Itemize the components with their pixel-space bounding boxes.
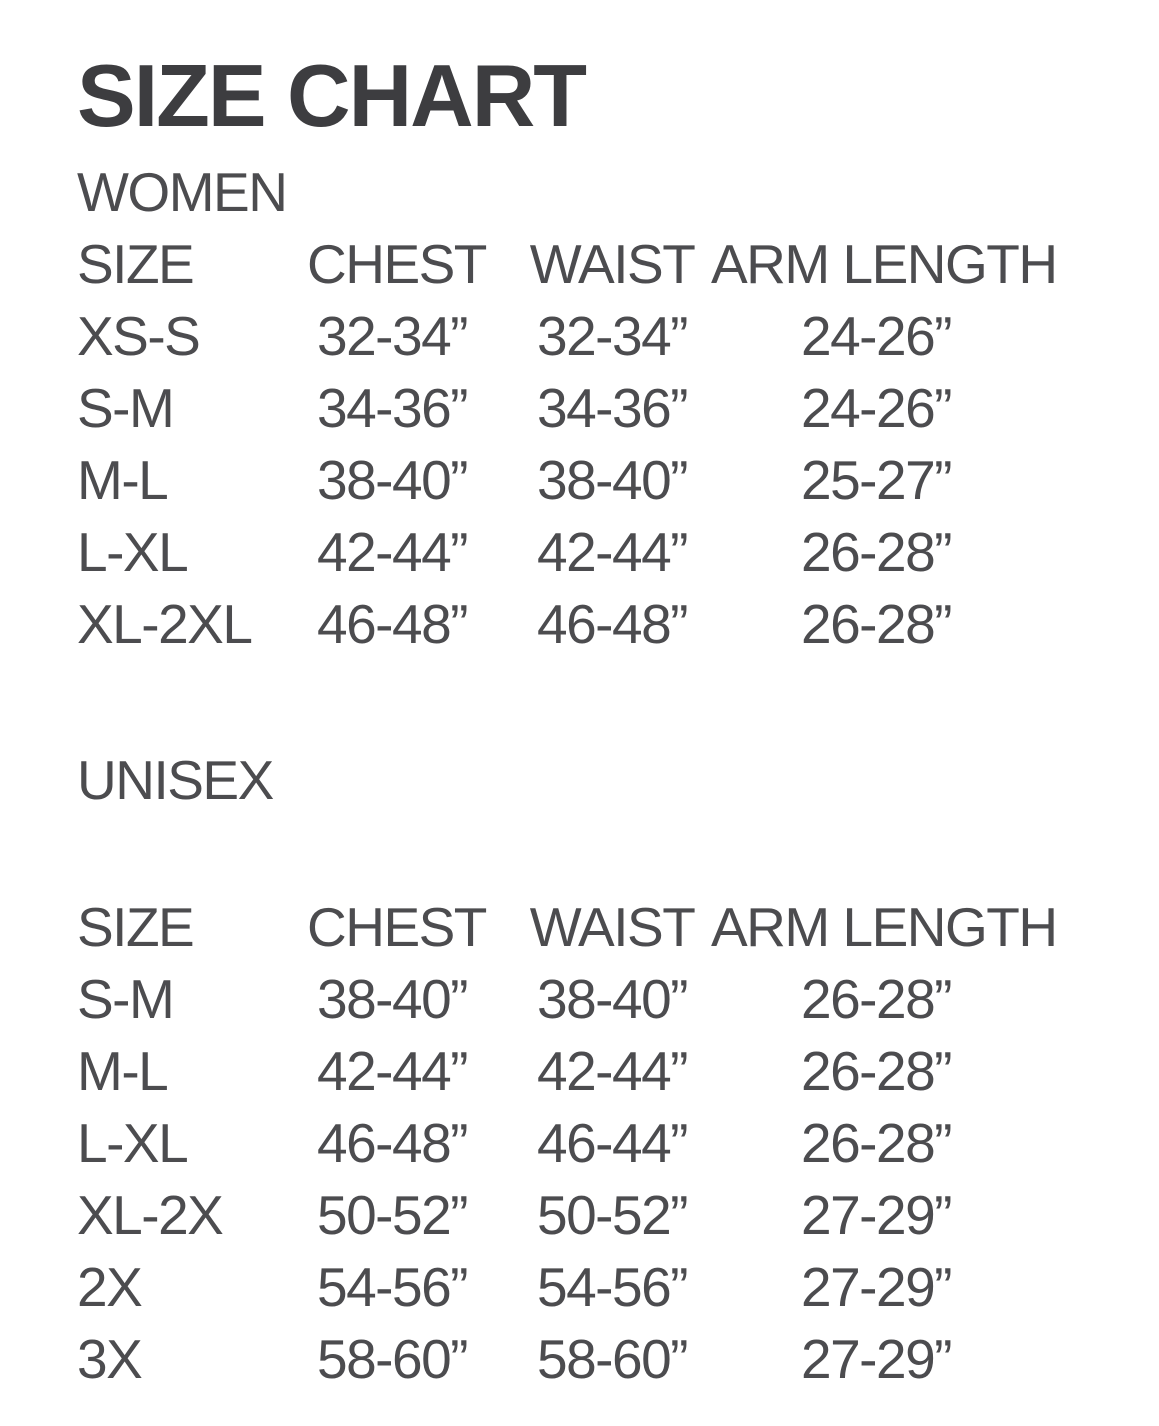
table-row: M-L 42-44” 42-44” 26-28”	[77, 1035, 1159, 1107]
table-row: XL-2XL 46-48” 46-48” 26-28”	[77, 588, 1159, 660]
table-row: L-XL 42-44” 42-44” 26-28”	[77, 516, 1159, 588]
unisex-size-column-header: SIZE	[77, 896, 195, 958]
section-women: WOMEN SIZE CHEST WAIST ARM LENGTH XS-S 3…	[77, 156, 1159, 660]
women-waist-column-header: WAIST	[529, 233, 696, 295]
chest-cell: 32-34”	[317, 305, 468, 367]
size-cell: S-M	[77, 377, 175, 439]
table-row: S-M 34-36” 34-36” 24-26”	[77, 372, 1159, 444]
unisex-chest-column-header: CHEST	[307, 896, 487, 958]
unisex-table-header-row: SIZE CHEST WAIST ARM LENGTH	[77, 891, 1159, 963]
arm-length-cell: 24-26”	[801, 305, 952, 367]
arm-length-cell: 27-29”	[801, 1328, 952, 1390]
chest-cell: 46-48”	[317, 1112, 468, 1174]
arm-length-cell: 26-28”	[801, 1040, 952, 1102]
section-label-women: WOMEN	[77, 161, 288, 223]
arm-length-cell: 26-28”	[801, 521, 952, 583]
size-cell: S-M	[77, 968, 175, 1030]
arm-length-cell: 26-28”	[801, 968, 952, 1030]
waist-cell: 34-36”	[537, 377, 688, 439]
waist-cell: 46-44”	[537, 1112, 688, 1174]
chest-cell: 38-40”	[317, 449, 468, 511]
chest-cell: 42-44”	[317, 521, 468, 583]
arm-length-cell: 27-29”	[801, 1184, 952, 1246]
waist-cell: 46-48”	[537, 593, 688, 655]
waist-cell: 50-52”	[537, 1184, 688, 1246]
table-row: M-L 38-40” 38-40” 25-27”	[77, 444, 1159, 516]
chest-cell: 58-60”	[317, 1328, 468, 1390]
chest-cell: 34-36”	[317, 377, 468, 439]
waist-cell: 38-40”	[537, 449, 688, 511]
size-cell: XS-S	[77, 305, 201, 367]
chest-cell: 54-56”	[317, 1256, 468, 1318]
size-cell: 2X	[77, 1256, 143, 1318]
table-row: XL-2X 50-52” 50-52” 27-29”	[77, 1179, 1159, 1251]
table-row: 2X 54-56” 54-56” 27-29”	[77, 1251, 1159, 1323]
size-cell: M-L	[77, 449, 169, 511]
arm-length-cell: 25-27”	[801, 449, 952, 511]
page-title: SIZE CHART	[77, 46, 587, 145]
waist-cell: 42-44”	[537, 521, 688, 583]
arm-length-cell: 24-26”	[801, 377, 952, 439]
size-cell: XL-2X	[77, 1184, 224, 1246]
size-cell: L-XL	[77, 1112, 189, 1174]
size-cell: XL-2XL	[77, 593, 253, 655]
arm-length-cell: 26-28”	[801, 593, 952, 655]
section-label-unisex: UNISEX	[77, 749, 274, 811]
women-table-header-row: SIZE CHEST WAIST ARM LENGTH	[77, 228, 1159, 300]
women-size-column-header: SIZE	[77, 233, 195, 295]
waist-cell: 42-44”	[537, 1040, 688, 1102]
table-row: 3X 58-60” 58-60” 27-29”	[77, 1323, 1159, 1395]
size-cell: M-L	[77, 1040, 169, 1102]
table-row: XS-S 32-34” 32-34” 24-26”	[77, 300, 1159, 372]
table-row: S-M 38-40” 38-40” 26-28”	[77, 963, 1159, 1035]
size-cell: 3X	[77, 1328, 143, 1390]
chest-cell: 50-52”	[317, 1184, 468, 1246]
chest-cell: 42-44”	[317, 1040, 468, 1102]
arm-length-cell: 26-28”	[801, 1112, 952, 1174]
waist-cell: 32-34”	[537, 305, 688, 367]
section-unisex: UNISEX SIZE CHEST WAIST ARM LENGTH S-M 3…	[77, 744, 1159, 1395]
waist-cell: 38-40”	[537, 968, 688, 1030]
arm-length-cell: 27-29”	[801, 1256, 952, 1318]
size-cell: L-XL	[77, 521, 189, 583]
unisex-waist-column-header: WAIST	[529, 896, 696, 958]
chest-cell: 46-48”	[317, 593, 468, 655]
women-arm-length-column-header: ARM LENGTH	[711, 233, 1058, 295]
women-chest-column-header: CHEST	[307, 233, 487, 295]
table-row: L-XL 46-48” 46-44” 26-28”	[77, 1107, 1159, 1179]
waist-cell: 58-60”	[537, 1328, 688, 1390]
waist-cell: 54-56”	[537, 1256, 688, 1318]
chest-cell: 38-40”	[317, 968, 468, 1030]
unisex-arm-length-column-header: ARM LENGTH	[711, 896, 1058, 958]
